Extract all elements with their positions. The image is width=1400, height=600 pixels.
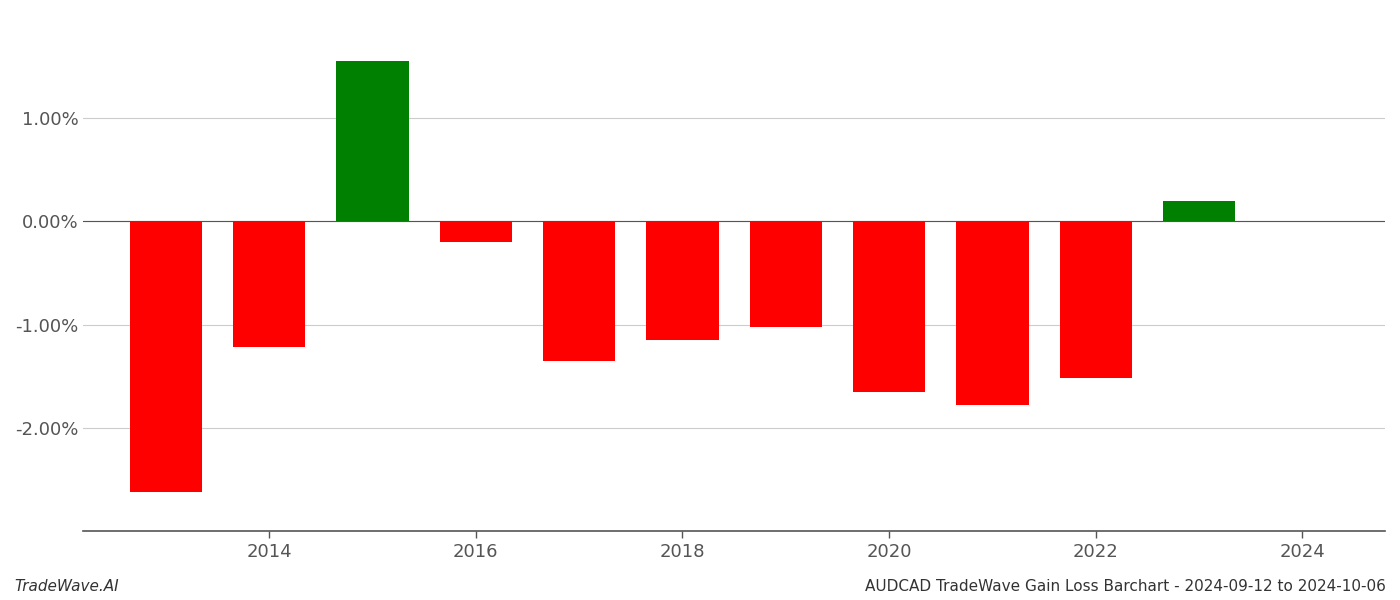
Bar: [543, 221, 616, 361]
Bar: [956, 221, 1029, 405]
Text: AUDCAD TradeWave Gain Loss Barchart - 2024-09-12 to 2024-10-06: AUDCAD TradeWave Gain Loss Barchart - 20…: [865, 579, 1386, 594]
Bar: [647, 221, 718, 340]
Bar: [853, 221, 925, 392]
Text: TradeWave.AI: TradeWave.AI: [14, 579, 119, 594]
Bar: [440, 221, 512, 242]
Bar: [336, 61, 409, 221]
Bar: [749, 221, 822, 327]
Bar: [1060, 221, 1131, 379]
Bar: [232, 221, 305, 347]
Bar: [1163, 201, 1235, 221]
Bar: [130, 221, 202, 492]
